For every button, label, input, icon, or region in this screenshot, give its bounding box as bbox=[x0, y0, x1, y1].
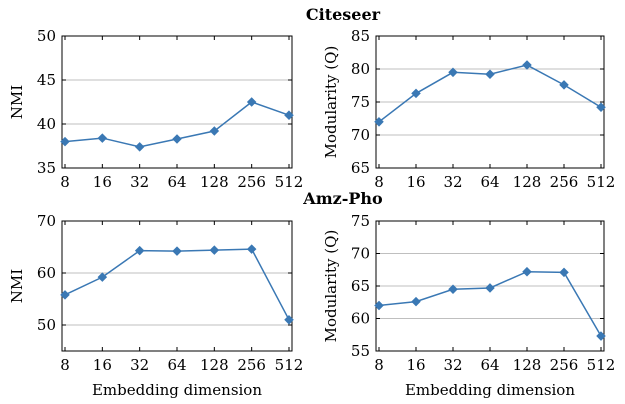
chart-1-point bbox=[209, 126, 220, 136]
chart-1-xtick-label: 256 bbox=[237, 173, 266, 191]
chart-4-ylabel: Modularity (Q) bbox=[322, 230, 340, 343]
chart-2-ytick-label: 70 bbox=[351, 126, 370, 144]
chart-2-ytick-label: 80 bbox=[351, 60, 370, 78]
group-title-citeseer: Citeseer bbox=[306, 5, 381, 24]
chart-4-ytick-label: 75 bbox=[351, 212, 370, 230]
chart-4-ytick-label: 55 bbox=[351, 342, 370, 360]
chart-2-xtick-label: 16 bbox=[406, 173, 425, 191]
chart-4-ytick-label: 60 bbox=[351, 310, 370, 328]
chart-4-xtick-label: 64 bbox=[480, 356, 499, 374]
chart-4-point bbox=[485, 283, 495, 293]
chart-1-xtick-label: 128 bbox=[200, 173, 229, 191]
chart-3-xtick-label: 512 bbox=[275, 356, 304, 374]
chart-3-ytick-label: 50 bbox=[37, 316, 56, 334]
chart-4-point bbox=[522, 266, 532, 277]
chart-3-ytick-label: 70 bbox=[37, 212, 56, 230]
chart-2-ytick-label: 75 bbox=[351, 93, 370, 111]
chart-3-plot-frame bbox=[61, 220, 293, 352]
chart-3-point bbox=[284, 315, 294, 325]
chart-4-point bbox=[559, 267, 569, 278]
chart-2-ylabel: Modularity (Q) bbox=[322, 46, 340, 159]
chart-4-xtick-label: 8 bbox=[374, 356, 384, 374]
chart-1-point bbox=[134, 142, 145, 152]
chart-3-xtick-label: 16 bbox=[93, 356, 112, 374]
chart-3-point bbox=[60, 290, 70, 300]
chart-2-xtick-label: 64 bbox=[480, 173, 499, 191]
chart-2-point bbox=[448, 67, 458, 78]
chart-3-xtick-label: 256 bbox=[237, 356, 266, 374]
chart-2-xtick-label: 256 bbox=[550, 173, 579, 191]
chart-4-xtick-label: 256 bbox=[550, 356, 579, 374]
chart-3-xtick-label: 128 bbox=[200, 356, 229, 374]
chart-4-xlabel: Embedding dimension bbox=[405, 381, 575, 399]
group-title-amz-pho: Amz-Pho bbox=[302, 189, 383, 208]
chart-2-xtick-label: 32 bbox=[443, 173, 462, 191]
chart-2-point bbox=[485, 69, 495, 80]
chart-3-series-line bbox=[64, 248, 290, 321]
chart-1-xtick-label: 512 bbox=[275, 173, 304, 191]
chart-3-xlabel: Embedding dimension bbox=[92, 381, 262, 399]
chart-4-point bbox=[374, 300, 384, 311]
chart-4-xtick-label: 128 bbox=[513, 356, 542, 374]
chart-2-point bbox=[374, 117, 384, 127]
chart-4-xtick-label: 512 bbox=[587, 356, 616, 374]
chart-3-point bbox=[172, 246, 182, 256]
chart-2-ytick-label: 85 bbox=[351, 27, 370, 45]
chart-1-xtick-label: 8 bbox=[60, 173, 70, 191]
chart-4-point bbox=[596, 331, 606, 341]
chart-1-point bbox=[284, 110, 294, 120]
chart-2-xtick-label: 128 bbox=[513, 173, 542, 191]
chart-1-ytick-label: 40 bbox=[37, 115, 56, 133]
chart-3-ylabel: NMI bbox=[8, 269, 26, 303]
chart-1-xtick-label: 16 bbox=[93, 173, 112, 191]
chart-1-point bbox=[246, 97, 257, 107]
chart-4-xtick-label: 16 bbox=[406, 356, 425, 374]
chart-3-point bbox=[209, 245, 220, 255]
chart-1-ytick-label: 50 bbox=[37, 27, 56, 45]
chart-1-point bbox=[60, 136, 70, 147]
chart-3-point bbox=[246, 244, 257, 254]
chart-1-xtick-label: 64 bbox=[167, 173, 186, 191]
chart-4-series-line bbox=[378, 270, 602, 337]
chart-2-xtick-label: 8 bbox=[374, 173, 384, 191]
chart-1-plot-frame bbox=[61, 35, 293, 169]
chart-2-point bbox=[522, 60, 532, 70]
chart-2-xtick-label: 512 bbox=[587, 173, 616, 191]
chart-3-xtick-label: 32 bbox=[130, 356, 149, 374]
chart-3-xtick-label: 8 bbox=[60, 356, 70, 374]
chart-3-xtick-label: 64 bbox=[167, 356, 186, 374]
chart-1-ytick-label: 35 bbox=[37, 159, 56, 177]
chart-2-point bbox=[411, 88, 421, 99]
chart-1-xtick-label: 32 bbox=[130, 173, 149, 191]
chart-1-ylabel: NMI bbox=[8, 85, 26, 119]
chart-3-point bbox=[97, 272, 108, 282]
chart-3-point bbox=[134, 245, 145, 256]
chart-1-point bbox=[97, 133, 108, 143]
chart-2-point bbox=[559, 80, 569, 90]
chart-1-point bbox=[172, 134, 182, 144]
chart-4-ytick-label: 65 bbox=[351, 277, 370, 295]
chart-4-xtick-label: 32 bbox=[443, 356, 462, 374]
chart-1-ytick-label: 45 bbox=[37, 71, 56, 89]
chart-2-ytick-label: 65 bbox=[351, 159, 370, 177]
chart-2-point bbox=[596, 102, 606, 113]
chart-4-point bbox=[448, 284, 458, 295]
chart-3-ytick-label: 60 bbox=[37, 264, 56, 282]
chart-4-ytick-label: 70 bbox=[351, 245, 370, 263]
chart-4-point bbox=[411, 296, 421, 307]
